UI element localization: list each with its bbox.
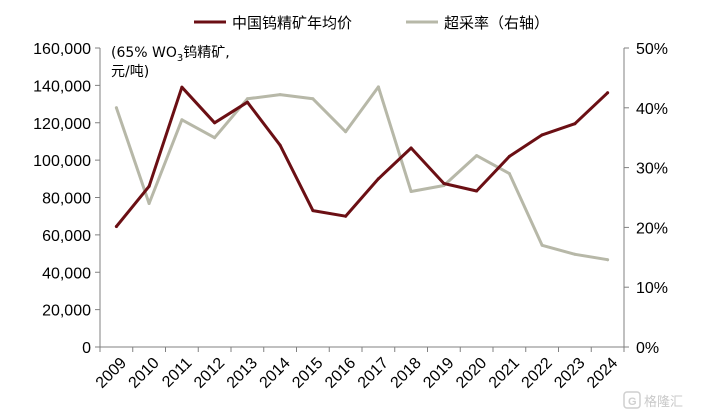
unit-label-line1-sub: 3 bbox=[177, 53, 183, 64]
x-tick-label: 2019 bbox=[420, 355, 457, 392]
x-tick-label: 2010 bbox=[126, 355, 163, 392]
x-tick-label: 2016 bbox=[322, 355, 359, 392]
data-point bbox=[213, 136, 217, 140]
watermark-text: 格隆汇 bbox=[644, 394, 683, 410]
left-tick-label: 60,000 bbox=[42, 228, 91, 245]
x-tick-label: 2012 bbox=[191, 355, 228, 392]
right-tick-label: 40% bbox=[636, 101, 668, 118]
series-points-price bbox=[114, 85, 610, 228]
data-point bbox=[540, 243, 544, 247]
series-points-overmining-rate bbox=[114, 85, 610, 262]
data-point bbox=[147, 202, 151, 205]
series-line-overmining-rate bbox=[114, 85, 610, 262]
x-tick-label: 2017 bbox=[355, 355, 392, 392]
data-point bbox=[278, 143, 282, 147]
series-line-price bbox=[114, 85, 610, 228]
data-point bbox=[344, 130, 348, 134]
x-tick-label: 2020 bbox=[453, 355, 490, 392]
data-point bbox=[245, 97, 249, 101]
data-point bbox=[147, 184, 151, 188]
unit-label-line1: (65% WO3钨精矿, bbox=[111, 45, 230, 64]
watermark: G 格隆汇 bbox=[623, 391, 683, 410]
data-point bbox=[180, 85, 184, 89]
x-tick-label: 2018 bbox=[388, 355, 425, 392]
legend-label-price: 中国钨精矿年均价 bbox=[232, 14, 352, 32]
left-tick-label: 160,000 bbox=[33, 41, 91, 58]
x-tick-label: 2024 bbox=[584, 355, 621, 392]
data-point bbox=[376, 85, 380, 89]
data-point bbox=[376, 177, 380, 181]
data-point bbox=[278, 93, 282, 97]
unit-label-line1-b: 钨精矿, bbox=[183, 45, 229, 61]
x-tick-label: 2023 bbox=[551, 355, 588, 392]
data-point bbox=[114, 106, 118, 110]
data-point bbox=[475, 189, 479, 193]
unit-label-line1-a: (65% WO bbox=[111, 45, 177, 61]
left-tick-label: 100,000 bbox=[33, 153, 91, 170]
x-tick-label: 2009 bbox=[93, 355, 130, 392]
right-axis-ticks: 0% 10% 20% 30% 40% 50% bbox=[624, 41, 668, 357]
x-axis-ticks: 2009201020112012201320142015201620172018… bbox=[93, 347, 625, 392]
g-logo-icon-glyph: G bbox=[628, 396, 637, 408]
data-point bbox=[573, 122, 577, 126]
data-point bbox=[114, 225, 118, 228]
data-point bbox=[442, 182, 446, 185]
unit-label-line2: 元/吨) bbox=[111, 64, 149, 80]
data-point bbox=[507, 154, 511, 158]
data-point bbox=[180, 118, 184, 122]
legend-label-overmining-rate: 超采率（右轴） bbox=[444, 14, 549, 32]
data-point bbox=[507, 172, 511, 176]
unit-note: (65% WO3钨精矿, 元/吨) bbox=[111, 45, 230, 80]
left-tick-label: 40,000 bbox=[42, 265, 91, 282]
right-tick-label: 20% bbox=[636, 220, 668, 237]
left-axis-ticks: 0 20,000 40,000 60,000 80,000 100,000 120,000 1… bbox=[33, 41, 100, 357]
right-tick-label: 0% bbox=[636, 340, 659, 357]
x-tick-label: 2014 bbox=[257, 355, 294, 392]
data-point bbox=[311, 97, 315, 101]
x-tick-label: 2015 bbox=[289, 355, 326, 392]
left-tick-label: 80,000 bbox=[42, 191, 91, 208]
data-point bbox=[213, 121, 217, 125]
data-point bbox=[540, 133, 544, 137]
x-tick-label: 2013 bbox=[224, 355, 261, 392]
g-logo-icon bbox=[623, 391, 641, 409]
right-tick-label: 50% bbox=[636, 41, 668, 58]
data-point bbox=[311, 209, 315, 213]
right-tick-label: 30% bbox=[636, 161, 668, 178]
right-tick-label: 10% bbox=[636, 280, 668, 297]
x-tick-label: 2022 bbox=[519, 355, 556, 392]
x-tick-label: 2011 bbox=[159, 355, 195, 391]
data-point bbox=[409, 146, 413, 150]
data-point bbox=[409, 190, 413, 193]
data-point bbox=[573, 252, 577, 256]
left-tick-label: 0 bbox=[82, 340, 91, 357]
left-tick-label: 140,000 bbox=[33, 78, 91, 95]
data-point bbox=[606, 258, 610, 262]
series-layer bbox=[114, 85, 610, 262]
data-point bbox=[344, 214, 348, 218]
x-tick-label: 2021 bbox=[486, 355, 523, 392]
left-tick-label: 20,000 bbox=[42, 303, 91, 320]
data-point bbox=[475, 154, 479, 158]
legend: 中国钨精矿年均价 超采率（右轴） bbox=[194, 14, 549, 32]
data-point bbox=[606, 91, 610, 95]
data-point bbox=[245, 100, 249, 104]
left-tick-label: 120,000 bbox=[33, 116, 91, 133]
